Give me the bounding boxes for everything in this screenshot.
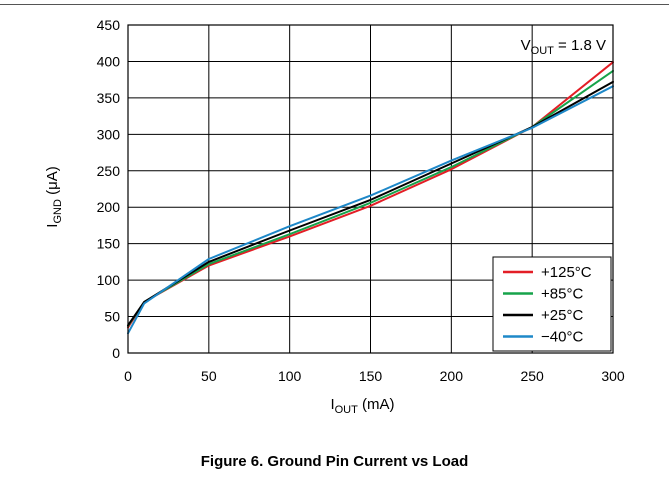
y-tick-label: 100 [97, 272, 121, 288]
legend: +125°C +85°C +25°C −40°C [492, 256, 612, 352]
series-line-3 [127, 85, 614, 335]
x-tick-label: 250 [520, 368, 544, 384]
y-tick-label: 200 [97, 199, 121, 215]
y-tick-label: 50 [104, 309, 120, 325]
y-tick-label: 150 [97, 236, 121, 252]
x-axis-title-sub: OUT [335, 404, 359, 416]
y-axis-title-main: I [44, 224, 61, 228]
y-axis-ticks: 0 50 100 150 200 250 300 350 400 450 [97, 17, 121, 361]
x-tick-label: 100 [278, 368, 302, 384]
x-axis-title-unit: (mA) [358, 396, 395, 413]
x-tick-label: 200 [440, 368, 464, 384]
vout-annotation-main: V [521, 37, 531, 54]
vout-annotation-sub: OUT [531, 45, 555, 57]
x-axis-title-main: I [330, 396, 334, 413]
y-tick-label: 0 [112, 345, 120, 361]
y-axis-title-unit: (μA) [44, 166, 61, 199]
x-tick-label: 150 [359, 368, 383, 384]
y-tick-label: 450 [97, 17, 121, 33]
top-rule [0, 4, 669, 5]
y-tick-label: 400 [97, 53, 121, 69]
x-axis-ticks: 0 50 100 150 200 250 300 [124, 368, 625, 384]
y-axis-title: IGND (μA) [44, 166, 64, 227]
figure-caption: Figure 6. Ground Pin Current vs Load [200, 453, 469, 470]
legend-label-1: +85°C [541, 286, 583, 303]
plot-frame [127, 24, 614, 354]
vout-annotation: VOUT = 1.8 V [521, 37, 606, 57]
y-tick-label: 250 [97, 163, 121, 179]
legend-label-3: −40°C [541, 329, 583, 346]
legend-label-0: +125°C [541, 264, 592, 281]
y-tick-label: 350 [97, 90, 121, 106]
x-axis-title: IOUT (mA) [330, 396, 394, 416]
legend-label-2: +25°C [541, 307, 583, 324]
y-tick-label: 300 [97, 126, 121, 142]
x-tick-label: 0 [124, 368, 132, 384]
series-lines [127, 61, 614, 335]
y-axis-title-sub: GND [52, 199, 64, 224]
x-tick-label: 300 [601, 368, 625, 384]
x-tick-label: 50 [201, 368, 217, 384]
vout-annotation-value: = 1.8 V [554, 37, 606, 54]
plot-border [127, 24, 614, 354]
